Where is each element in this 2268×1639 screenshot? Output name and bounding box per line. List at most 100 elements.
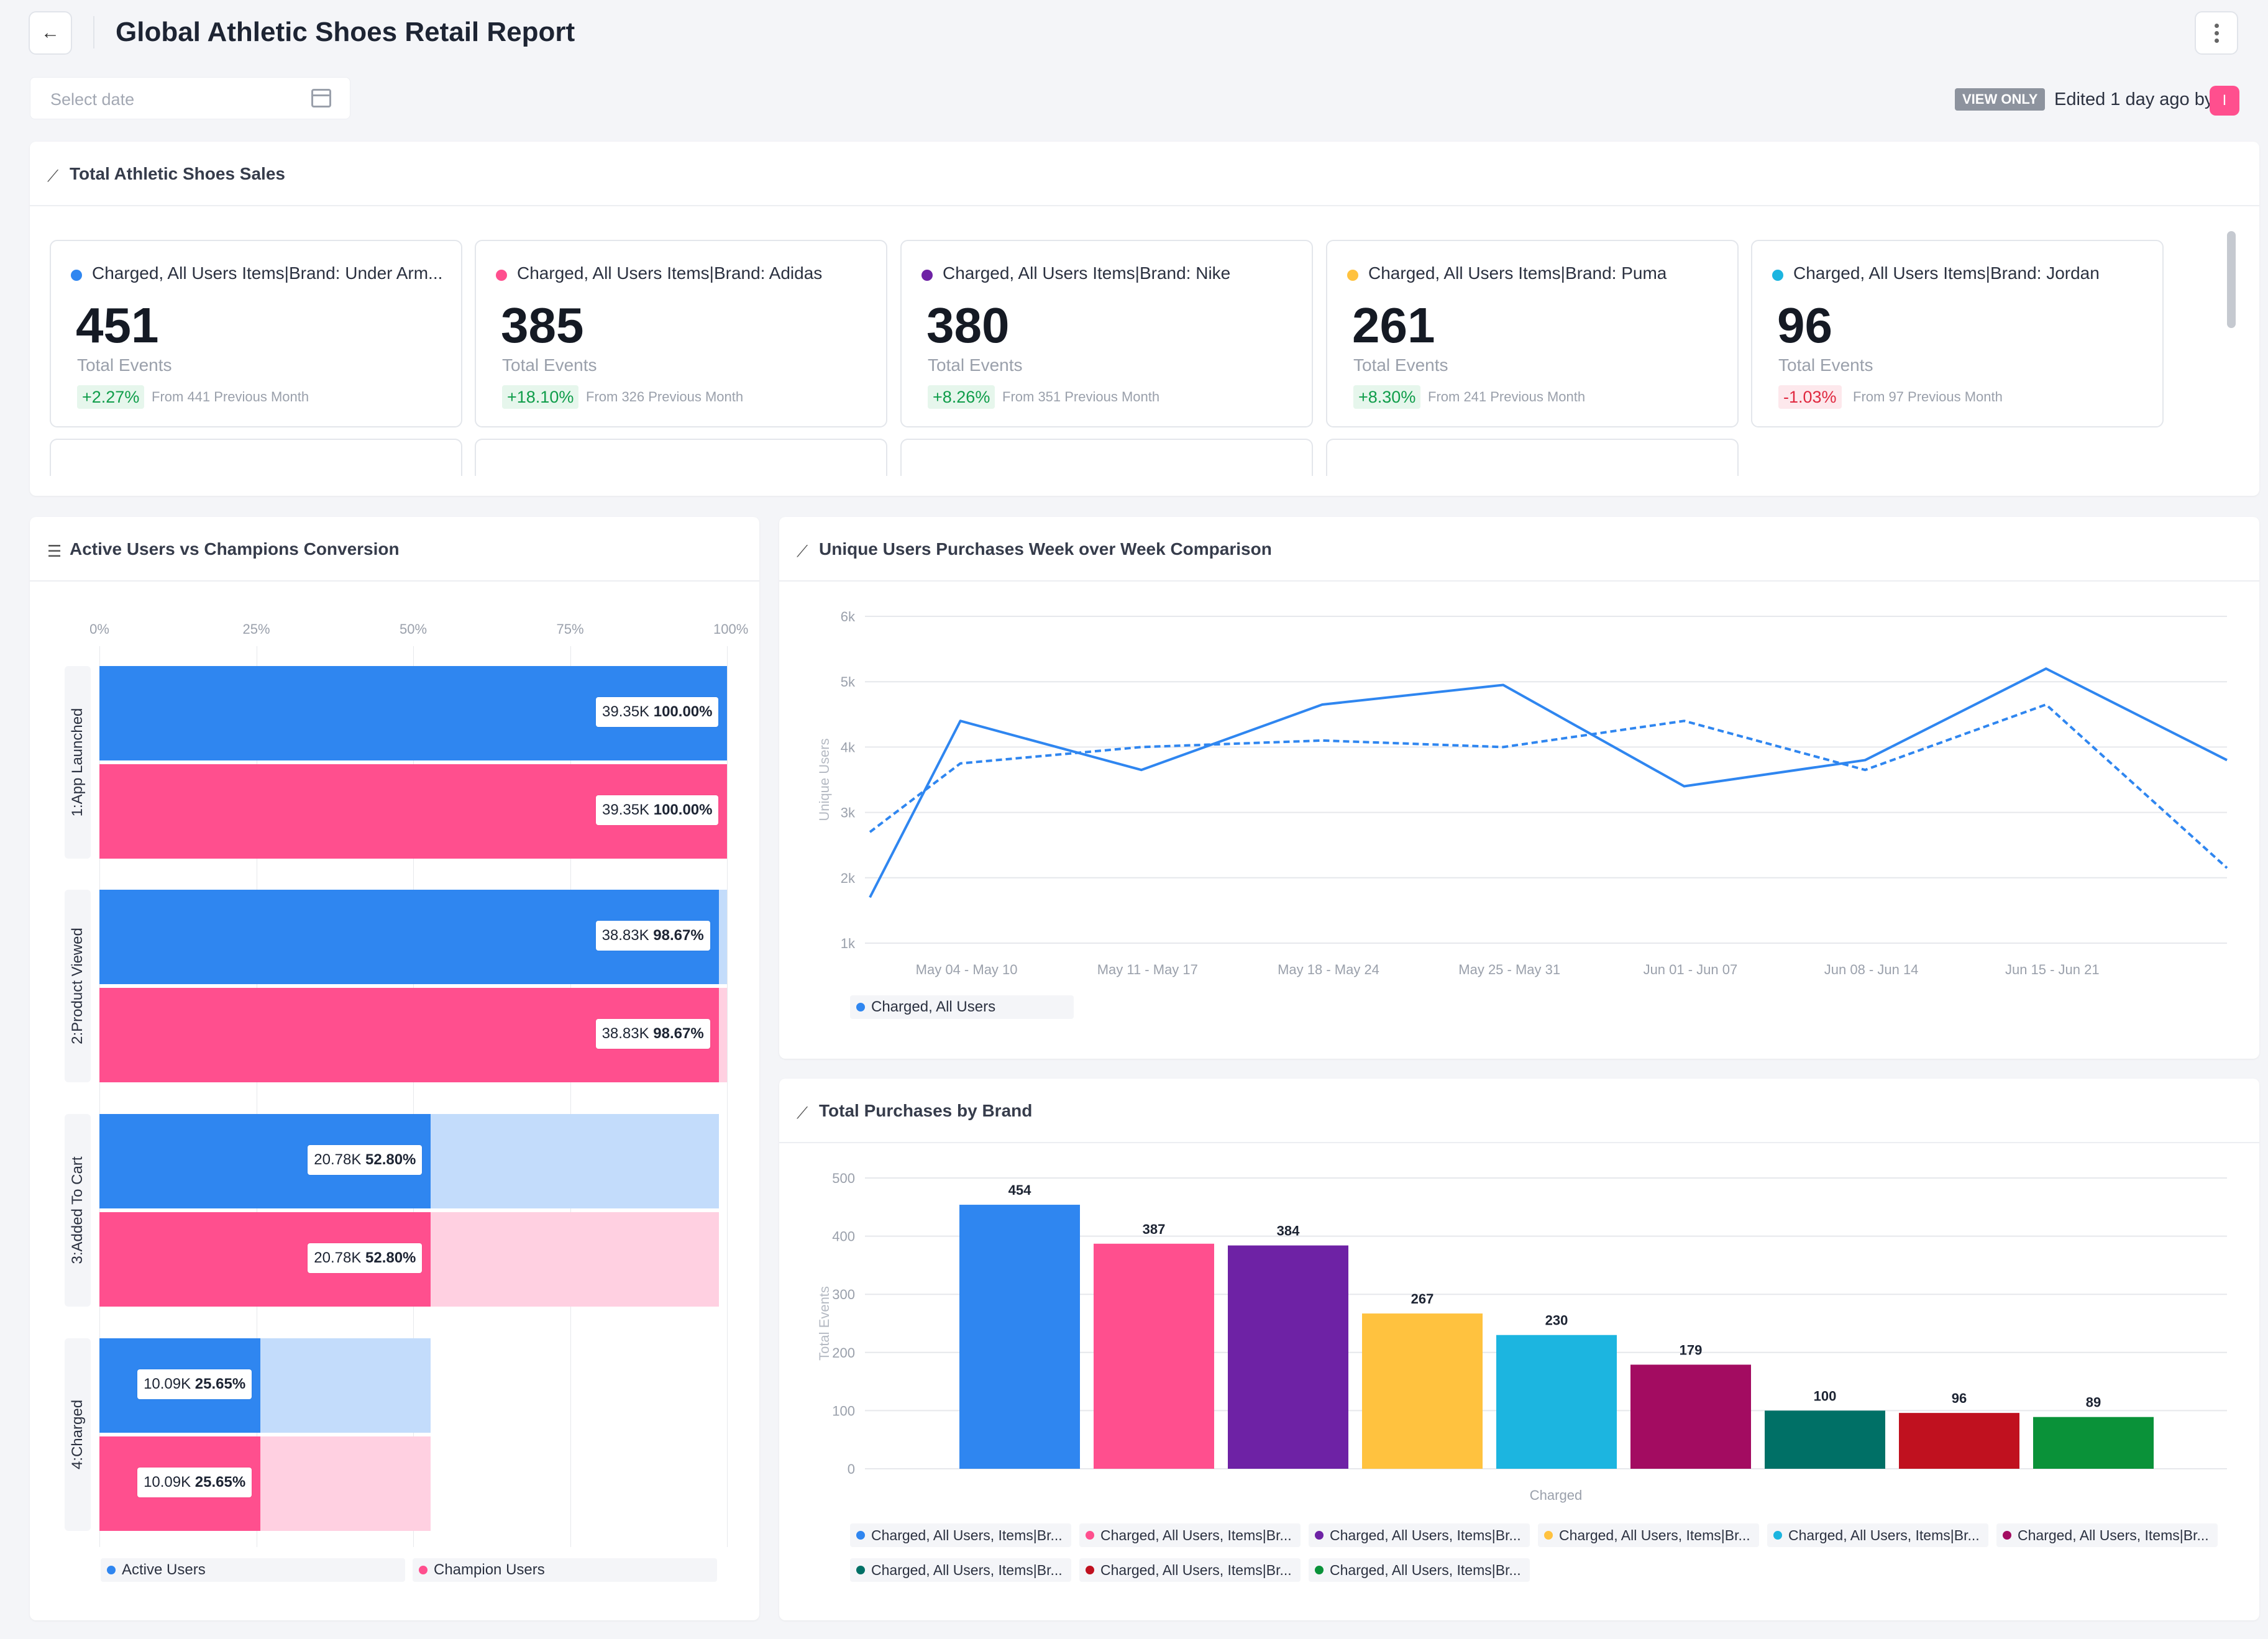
panel-title: Total Purchases by Brand xyxy=(819,1101,1033,1120)
kpi-card[interactable]: Charged, All Users Items|Brand: Adidas 38… xyxy=(475,240,887,427)
kpi-value: 451 xyxy=(76,298,159,353)
funnel-icon: ☰ xyxy=(47,542,62,560)
calendar-icon xyxy=(311,89,331,107)
bar[interactable] xyxy=(2033,1417,2154,1469)
line-y-tick: 1k xyxy=(841,936,856,951)
series-dot xyxy=(921,270,933,281)
kpi-card-partial xyxy=(1326,439,1739,476)
date-picker[interactable]: Select date xyxy=(30,77,350,119)
funnel-percent: 52.80% xyxy=(365,1249,416,1266)
bar-legend-item[interactable]: Charged, All Users, Items|Br... xyxy=(1538,1523,1759,1547)
more-options-button[interactable] xyxy=(2195,11,2238,55)
funnel-count: 10.09K xyxy=(144,1474,195,1491)
kpi-value: 96 xyxy=(1777,298,1832,353)
kpi-sublabel: Total Events xyxy=(77,355,172,375)
funnel-count: 20.78K xyxy=(314,1249,365,1266)
funnel-count: 39.35K xyxy=(602,703,654,720)
funnel-bar-label: 20.78K 52.80% xyxy=(308,1243,423,1273)
kebab-icon xyxy=(2214,23,2219,28)
funnel-percent: 100.00% xyxy=(653,703,713,720)
bar-value-label: 89 xyxy=(2086,1395,2101,1410)
avatar[interactable]: I xyxy=(2210,86,2239,116)
line-series[interactable] xyxy=(869,667,2228,898)
bar-legend-item[interactable]: Charged, All Users, Items|Br... xyxy=(1079,1523,1301,1547)
bar-legend-item[interactable]: Charged, All Users, Items|Br... xyxy=(850,1558,1071,1582)
bar-value-label: 96 xyxy=(1952,1390,1967,1406)
bar[interactable] xyxy=(1094,1243,1214,1469)
stage-label-text: 4:Charged xyxy=(69,1399,86,1470)
kpi-value: 380 xyxy=(926,298,1010,353)
bar-value-label: 454 xyxy=(1008,1182,1031,1198)
kpi-sublabel: Total Events xyxy=(1778,355,1873,375)
legend-swatch xyxy=(1315,1566,1324,1574)
kpi-card[interactable]: Charged, All Users Items|Brand: Jordan 96… xyxy=(1751,240,2164,427)
legend-swatch xyxy=(2003,1531,2011,1540)
bar[interactable] xyxy=(959,1205,1080,1469)
funnel-percent: 25.65% xyxy=(194,1474,246,1491)
funnel-percent: 98.67% xyxy=(653,927,704,944)
bar[interactable] xyxy=(1630,1364,1751,1469)
bar-legend-item[interactable]: Charged, All Users, Items|Br... xyxy=(1079,1558,1301,1582)
legend-label: Charged, All Users, Items|Br... xyxy=(2018,1527,2209,1543)
kpi-card-partial xyxy=(50,439,462,476)
funnel-bar-label: 10.09K 25.65% xyxy=(137,1468,252,1497)
line-series-previous[interactable] xyxy=(869,703,2228,869)
bar[interactable] xyxy=(1496,1335,1617,1469)
kpi-scrollbar[interactable] xyxy=(2227,231,2236,328)
funnel-bar-label: 10.09K 25.65% xyxy=(137,1369,252,1399)
funnel-legend-item[interactable]: Champion Users xyxy=(413,1558,717,1582)
bar-y-tick: 0 xyxy=(848,1461,855,1477)
kpi-value: 385 xyxy=(501,298,584,353)
bar-y-tick: 500 xyxy=(832,1171,855,1186)
view-only-badge: VIEW ONLY xyxy=(1955,88,2046,111)
kpi-label: Charged, All Users Items|Brand: Puma xyxy=(1368,263,1667,283)
line-y-tick: 6k xyxy=(841,609,856,624)
back-button[interactable]: ← xyxy=(29,11,72,55)
series-dot xyxy=(1772,270,1783,281)
line-y-tick: 4k xyxy=(841,739,856,755)
kpi-previous: From 441 Previous Month xyxy=(152,389,309,404)
bar-y-tick: 300 xyxy=(832,1287,855,1302)
line-x-tick: May 11 - May 17 xyxy=(1097,962,1198,977)
bar-y-axis-label: Total Events xyxy=(816,1286,832,1361)
bar-legend-item[interactable]: Charged, All Users, Items|Br... xyxy=(850,1523,1071,1547)
kpi-change-badge: -1.03% xyxy=(1778,385,1842,409)
legend-label: Charged, All Users, Items|Br... xyxy=(1559,1527,1750,1543)
funnel-count: 38.83K xyxy=(601,927,654,944)
bar[interactable] xyxy=(1899,1413,2019,1469)
legend-label: Champion Users xyxy=(434,1561,545,1578)
kpi-label: Charged, All Users Items|Brand: Under Ar… xyxy=(92,263,443,283)
kpi-sublabel: Total Events xyxy=(928,355,1023,375)
panel-header: ☰ Active Users vs Champions Conversion xyxy=(30,517,759,582)
bar-legend-item[interactable]: Charged, All Users, Items|Br... xyxy=(1767,1523,1988,1547)
bar[interactable] xyxy=(1362,1313,1483,1469)
bar[interactable] xyxy=(1228,1245,1348,1469)
funnel-legend-item[interactable]: Active Users xyxy=(101,1558,405,1582)
bar-y-tick: 200 xyxy=(832,1345,855,1361)
panel-title: Active Users vs Champions Conversion xyxy=(70,539,400,559)
kpi-card[interactable]: Charged, All Users Items|Brand: Puma 261 T… xyxy=(1326,240,1739,427)
kpi-card[interactable]: Charged, All Users Items|Brand: Under Ar… xyxy=(50,240,462,427)
legend-swatch xyxy=(419,1566,428,1574)
kpi-previous: From 326 Previous Month xyxy=(586,389,744,404)
funnel-bar-label: 39.35K 100.00% xyxy=(596,697,719,727)
bar-legend-item[interactable]: Charged, All Users, Items|Br... xyxy=(1309,1558,1530,1582)
kpi-change-badge: +8.26% xyxy=(928,385,995,409)
kpi-label: Charged, All Users Items|Brand: Adidas xyxy=(517,263,823,283)
legend-swatch xyxy=(856,1003,865,1011)
bar-legend-item[interactable]: Charged, All Users, Items|Br... xyxy=(1309,1523,1530,1547)
line-legend-item[interactable]: Charged, All Users xyxy=(850,995,1074,1019)
line-y-tick: 2k xyxy=(841,870,856,886)
kpi-card[interactable]: Charged, All Users Items|Brand: Nike 380 T… xyxy=(900,240,1313,427)
funnel-stage-label: 4:Charged xyxy=(65,1338,91,1531)
bar-legend-item[interactable]: Charged, All Users, Items|Br... xyxy=(1996,1523,2218,1547)
legend-swatch xyxy=(856,1566,865,1574)
stage-label-text: 2:Product Viewed xyxy=(69,928,86,1044)
bar[interactable] xyxy=(1765,1410,1885,1469)
legend-label: Charged, All Users xyxy=(871,998,996,1015)
bar-chart: 0 100 200 300 400 500 Total Events 454 387 384 267… xyxy=(816,1171,2227,1503)
legend-label: Charged, All Users, Items|Br... xyxy=(1330,1562,1521,1578)
bar-y-tick: 100 xyxy=(832,1403,855,1418)
line-x-tick: May 18 - May 24 xyxy=(1278,962,1379,977)
funnel-count: 20.78K xyxy=(314,1151,365,1168)
